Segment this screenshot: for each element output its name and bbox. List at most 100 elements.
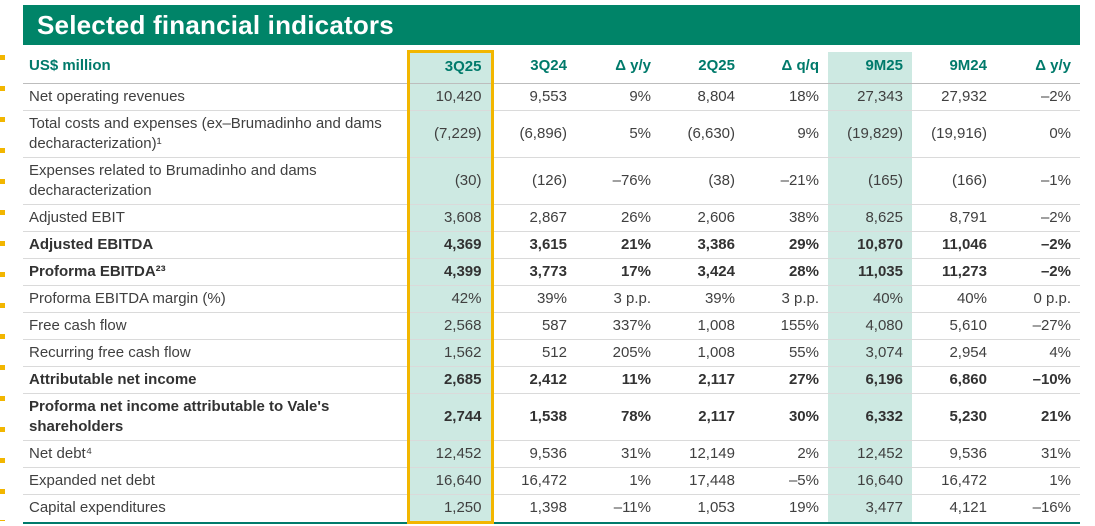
table-row: Capital expenditures 1,250 1,398 –11% 1,053 1…	[23, 494, 1080, 524]
cell-value: 1,008	[660, 339, 744, 367]
page-title: Selected financial indicators	[37, 9, 394, 40]
table-row: Proforma EBITDA margin (%) 42% 39% 3 p.p. 39…	[23, 285, 1080, 313]
cell-value: 16,640	[828, 467, 912, 495]
cell-value: 3,074	[828, 339, 912, 367]
row-label: Adjusted EBITDA	[23, 231, 408, 259]
table-row: Adjusted EBITDA 4,369 3,615 21% 3,386 29% 10,8…	[23, 231, 1080, 259]
cell-value: 4,369	[406, 231, 494, 259]
cell-value: 2,117	[660, 393, 744, 441]
cell-value: 1,398	[492, 494, 576, 524]
table-row: Proforma net income attributable to Vale…	[23, 393, 1080, 441]
cell-value: 18%	[744, 83, 828, 111]
cell-value: 1,562	[406, 339, 494, 367]
cell-value: 2,606	[660, 204, 744, 232]
cell-value: 6,332	[828, 393, 912, 441]
cell-value: 3,424	[660, 258, 744, 286]
cell-value: –27%	[996, 312, 1080, 340]
cell-value: 205%	[576, 339, 660, 367]
cell-value: 2,412	[492, 366, 576, 394]
row-label: Adjusted EBIT	[23, 204, 408, 232]
cell-value: –10%	[996, 366, 1080, 394]
cell-value: 10,420	[406, 83, 494, 111]
table-row: Net operating revenues 10,420 9,553 9% 8,804…	[23, 83, 1080, 111]
cell-value: –1%	[996, 157, 1080, 205]
row-label: Attributable net income	[23, 366, 408, 394]
table-row: Net debt⁴ 12,452 9,536 31% 12,149 2% 12,452 9,5…	[23, 440, 1080, 468]
cell-value: 1%	[996, 467, 1080, 495]
table-row: Total costs and expenses (ex–Brumadinho …	[23, 110, 1080, 158]
cell-value: 3 p.p.	[744, 285, 828, 313]
cell-value: 42%	[406, 285, 494, 313]
cell-value: 5,610	[912, 312, 996, 340]
cell-value: (30)	[406, 157, 494, 205]
cell-value: 55%	[744, 339, 828, 367]
table-row: Free cash flow 2,568 587 337% 1,008 155% 4,080…	[23, 312, 1080, 340]
table-row: Attributable net income 2,685 2,412 11% 2,11…	[23, 366, 1080, 394]
column-header: 9M24	[912, 51, 996, 84]
cell-value: 31%	[996, 440, 1080, 468]
cell-value: 1,053	[660, 494, 744, 524]
cell-value: 27,932	[912, 83, 996, 111]
cell-value: 0 p.p.	[996, 285, 1080, 313]
cell-value: (166)	[912, 157, 996, 205]
cell-value: 8,625	[828, 204, 912, 232]
cell-value: 9%	[744, 110, 828, 158]
cell-value: 16,472	[492, 467, 576, 495]
cell-value: 9%	[576, 83, 660, 111]
cell-value: –16%	[996, 494, 1080, 524]
row-label: Recurring free cash flow	[23, 339, 408, 367]
cell-value: 3,615	[492, 231, 576, 259]
cell-value: (7,229)	[406, 110, 494, 158]
column-header: Δ y/y	[576, 51, 660, 84]
cell-value: 28%	[744, 258, 828, 286]
cell-value: 3,386	[660, 231, 744, 259]
cell-value: 40%	[828, 285, 912, 313]
cell-value: 10,870	[828, 231, 912, 259]
cell-value: 5,230	[912, 393, 996, 441]
cell-value: –5%	[744, 467, 828, 495]
cell-value: (165)	[828, 157, 912, 205]
cell-value: –2%	[996, 231, 1080, 259]
table-row: Recurring free cash flow 1,562 512 205% 1,00…	[23, 339, 1080, 367]
cell-value: 30%	[744, 393, 828, 441]
row-label: Proforma EBITDA margin (%)	[23, 285, 408, 313]
row-label: Total costs and expenses (ex–Brumadinho …	[23, 110, 408, 158]
row-label: Free cash flow	[23, 312, 408, 340]
cell-value: –11%	[576, 494, 660, 524]
cell-value: 4,121	[912, 494, 996, 524]
cell-value: 2,117	[660, 366, 744, 394]
cell-value: 1,250	[406, 494, 494, 524]
cell-value: 31%	[576, 440, 660, 468]
cell-value: 29%	[744, 231, 828, 259]
cell-value: 21%	[996, 393, 1080, 441]
financial-indicators-table: US$ million 3Q25 3Q24 Δ y/y 2Q25 Δ q/q 9M25 9M…	[23, 50, 1080, 524]
cell-value: 11,273	[912, 258, 996, 286]
cell-value: 155%	[744, 312, 828, 340]
cell-value: 3,608	[406, 204, 494, 232]
column-header: 3Q24	[492, 51, 576, 84]
table-row: Expenses related to Brumadinho and dams …	[23, 157, 1080, 205]
cell-value: 2,685	[406, 366, 494, 394]
table-row: Expanded net debt 16,640 16,472 1% 17,448 –5%…	[23, 467, 1080, 495]
title-bar: Selected financial indicators	[23, 5, 1080, 45]
cell-value: 19%	[744, 494, 828, 524]
row-label: Proforma net income attributable to Vale…	[23, 393, 408, 441]
cell-value: 4,399	[406, 258, 494, 286]
cell-value: (19,829)	[828, 110, 912, 158]
row-label: Proforma EBITDA²³	[23, 258, 408, 286]
cell-value: (38)	[660, 157, 744, 205]
cell-value: 2%	[744, 440, 828, 468]
cell-value: (6,630)	[660, 110, 744, 158]
cell-value: 587	[492, 312, 576, 340]
cell-value: 2,744	[406, 393, 494, 441]
cell-value: 11,046	[912, 231, 996, 259]
cell-value: (126)	[492, 157, 576, 205]
column-header: 2Q25	[660, 51, 744, 84]
cell-value: 21%	[576, 231, 660, 259]
cell-value: 27%	[744, 366, 828, 394]
cell-value: 16,472	[912, 467, 996, 495]
cell-value: 2,568	[406, 312, 494, 340]
column-header: 3Q25	[406, 50, 494, 84]
cell-value: –76%	[576, 157, 660, 205]
row-label: Expanded net debt	[23, 467, 408, 495]
